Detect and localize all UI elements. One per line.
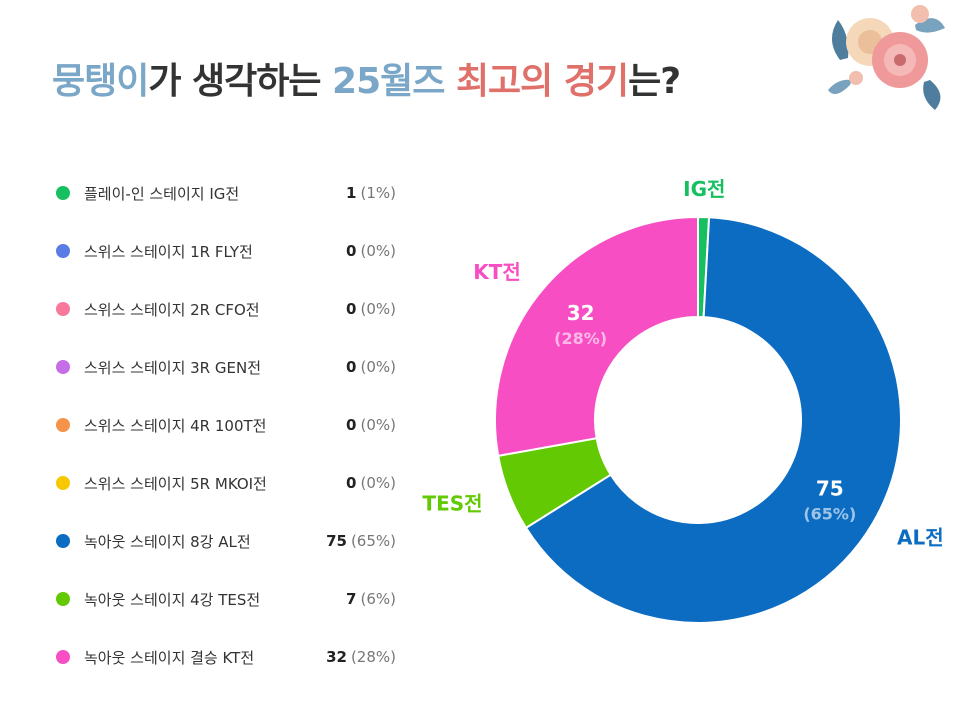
legend-dot-icon [56, 186, 70, 200]
legend-percent: (65%) [350, 532, 396, 550]
legend-dot-icon [56, 244, 70, 258]
slice-name-label: IG전 [683, 177, 725, 201]
legend-percent: (6%) [360, 590, 396, 608]
legend-item: 녹아웃 스테이지 4강 TES전 7 (6%) [56, 570, 396, 628]
legend-dot-icon [56, 534, 70, 548]
legend-value: 75 (65%) [326, 532, 396, 550]
legend-percent: (0%) [360, 474, 396, 492]
legend-count: 0 [346, 300, 357, 318]
legend-count: 0 [346, 416, 357, 434]
legend-percent: (0%) [360, 300, 396, 318]
slice-value-label: 32 [567, 301, 595, 325]
legend-dot-icon [56, 418, 70, 432]
legend-percent: (0%) [360, 416, 396, 434]
legend-item: 녹아웃 스테이지 결승 KT전 32 (28%) [56, 628, 396, 686]
legend-item: 플레이-인 스테이지 IG전 1 (1%) [56, 164, 396, 222]
legend-value: 7 (6%) [346, 590, 396, 608]
legend-count: 0 [346, 358, 357, 376]
legend-dot-icon [56, 360, 70, 374]
title-part-2: 가 생각하는 [148, 61, 333, 102]
title-part-6: 는? [628, 61, 681, 102]
chart-legend: 플레이-인 스테이지 IG전 1 (1%) 스위스 스테이지 1R FLY전 0(… [56, 164, 396, 686]
legend-item: 스위스 스테이지 4R 100T전 0 (0%) [56, 396, 396, 454]
title-part-5: 최고의 경기 [455, 61, 629, 102]
legend-percent: (28%) [350, 648, 396, 666]
legend-value: 1 (1%) [346, 184, 396, 202]
donut-slice [524, 216, 902, 624]
legend-count: 1 [346, 184, 357, 202]
legend-label: 스위스 스테이지 5R MKOI전 [84, 474, 267, 493]
legend-label: 녹아웃 스테이지 4강 TES전 [84, 590, 261, 609]
slice-percent-label: (65%) [803, 505, 856, 524]
slice-percent-label: (28%) [554, 329, 607, 348]
legend-item: 스위스 스테이지 1R FLY전 0 (0%) [56, 222, 396, 280]
legend-dot-icon [56, 476, 70, 490]
legend-value: 0 (0%) [346, 358, 396, 376]
legend-label: 스위스 스테이지 1R FLY전 [84, 242, 253, 261]
legend-count: 0 [346, 242, 357, 260]
slice-name-label: KT전 [473, 260, 521, 284]
legend-value: 0 (0%) [346, 242, 396, 260]
title-part-3: 25월즈 [332, 61, 445, 102]
legend-value: 0 (0%) [346, 300, 396, 318]
legend-dot-icon [56, 650, 70, 664]
legend-value: 0 (0%) [346, 416, 396, 434]
flower-decoration-icon [828, 5, 945, 110]
legend-dot-icon [56, 592, 70, 606]
legend-item: 스위스 스테이지 2R CFO전 0 (0%) [56, 280, 396, 338]
title-part-1: 뭉탱이 [52, 61, 149, 102]
legend-count: 75 [326, 532, 347, 550]
legend-count: 32 [326, 648, 347, 666]
legend-label: 녹아웃 스테이지 8강 AL전 [84, 532, 251, 551]
slice-name-label: TES전 [422, 491, 482, 515]
legend-label: 스위스 스테이지 4R 100T전 [84, 416, 267, 435]
legend-value: 0 (0%) [346, 474, 396, 492]
legend-count: 0 [346, 474, 357, 492]
legend-label: 스위스 스테이지 3R GEN전 [84, 358, 261, 377]
legend-label: 플레이-인 스테이지 IG전 [84, 184, 240, 203]
slice-name-label: AL전 [897, 525, 944, 549]
slice-value-label: 75 [816, 477, 844, 501]
legend-item: 스위스 스테이지 3R GEN전 0 (0%) [56, 338, 396, 396]
legend-label: 스위스 스테이지 2R CFO전 [84, 300, 260, 319]
legend-count: 7 [346, 590, 357, 608]
chart-title: 뭉탱이가 생각하는 25월즈 최고의 경기는? [52, 52, 681, 104]
legend-item: 녹아웃 스테이지 8강 AL전 75 (65%) [56, 512, 396, 570]
legend-percent: (0%) [360, 242, 396, 260]
donut-slice [494, 215, 699, 458]
legend-dot-icon [56, 302, 70, 316]
legend-label: 녹아웃 스테이지 결승 KT전 [84, 648, 255, 667]
legend-percent: (1%) [360, 184, 396, 202]
legend-value: 32 (28%) [326, 648, 396, 666]
legend-percent: (0%) [360, 358, 396, 376]
legend-item: 스위스 스테이지 5R MKOI전 0 (0%) [56, 454, 396, 512]
